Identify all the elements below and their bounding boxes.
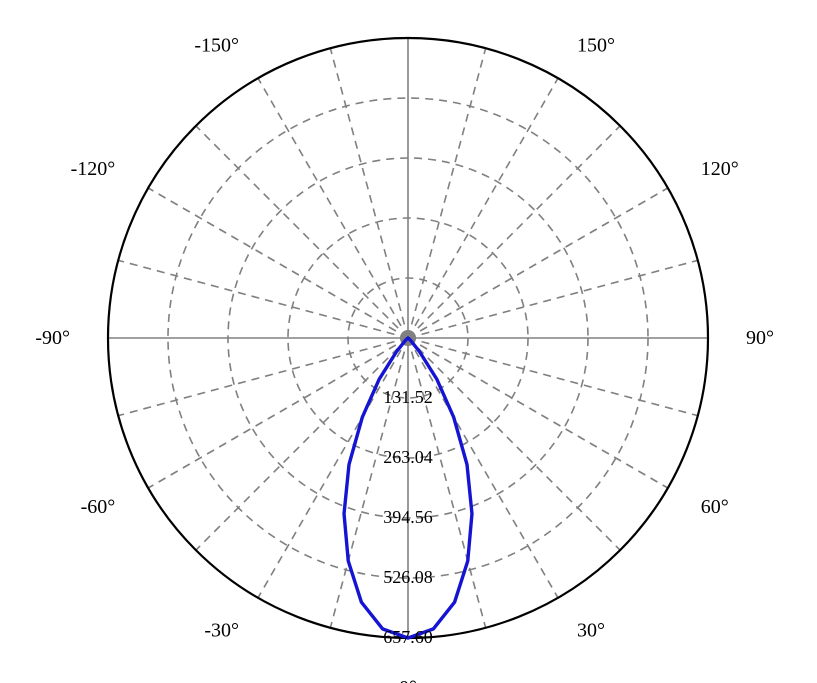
angle-tick-label: 30° — [577, 620, 605, 642]
grid-spoke — [148, 188, 408, 338]
grid-spoke — [408, 188, 668, 338]
angle-tick-label: 0° — [399, 677, 417, 683]
grid-spoke — [408, 260, 698, 338]
angle-tick-label: -30° — [204, 620, 239, 642]
angle-tick-label: -90° — [35, 327, 70, 349]
angle-tick-label: -150° — [194, 34, 239, 56]
grid-spoke — [196, 338, 408, 550]
grid-spoke — [408, 338, 558, 598]
grid-spoke — [118, 260, 408, 338]
grid-spoke — [118, 338, 408, 416]
grid-spoke — [148, 338, 408, 488]
grid-spoke — [408, 338, 668, 488]
angle-tick-label: 90° — [746, 327, 774, 349]
angle-tick-label: -60° — [81, 496, 116, 518]
angle-tick-label: 150° — [577, 34, 615, 56]
grid-spoke — [196, 126, 408, 338]
angle-tick-label: 120° — [701, 158, 739, 180]
grid-spoke — [408, 338, 698, 416]
grid-spoke — [408, 48, 486, 338]
radial-tick-label: 657.60 — [383, 627, 433, 647]
angle-tick-label: 60° — [701, 496, 729, 518]
angle-tick-label: -120° — [71, 158, 116, 180]
grid-spoke — [258, 78, 408, 338]
polar-chart: 131.52 263.04 394.56 526.08 657.60 0° 30° 60° 9… — [0, 0, 817, 683]
radial-tick-label: 263.04 — [383, 447, 433, 467]
grid-spoke — [408, 338, 620, 550]
grid-spoke — [258, 338, 408, 598]
radial-tick-label: 394.56 — [383, 507, 433, 527]
grid-spoke — [330, 48, 408, 338]
grid-spoke — [408, 78, 558, 338]
radial-tick-label: 526.08 — [383, 567, 433, 587]
radial-tick-label: 131.52 — [383, 387, 433, 407]
grid-spoke — [408, 126, 620, 338]
